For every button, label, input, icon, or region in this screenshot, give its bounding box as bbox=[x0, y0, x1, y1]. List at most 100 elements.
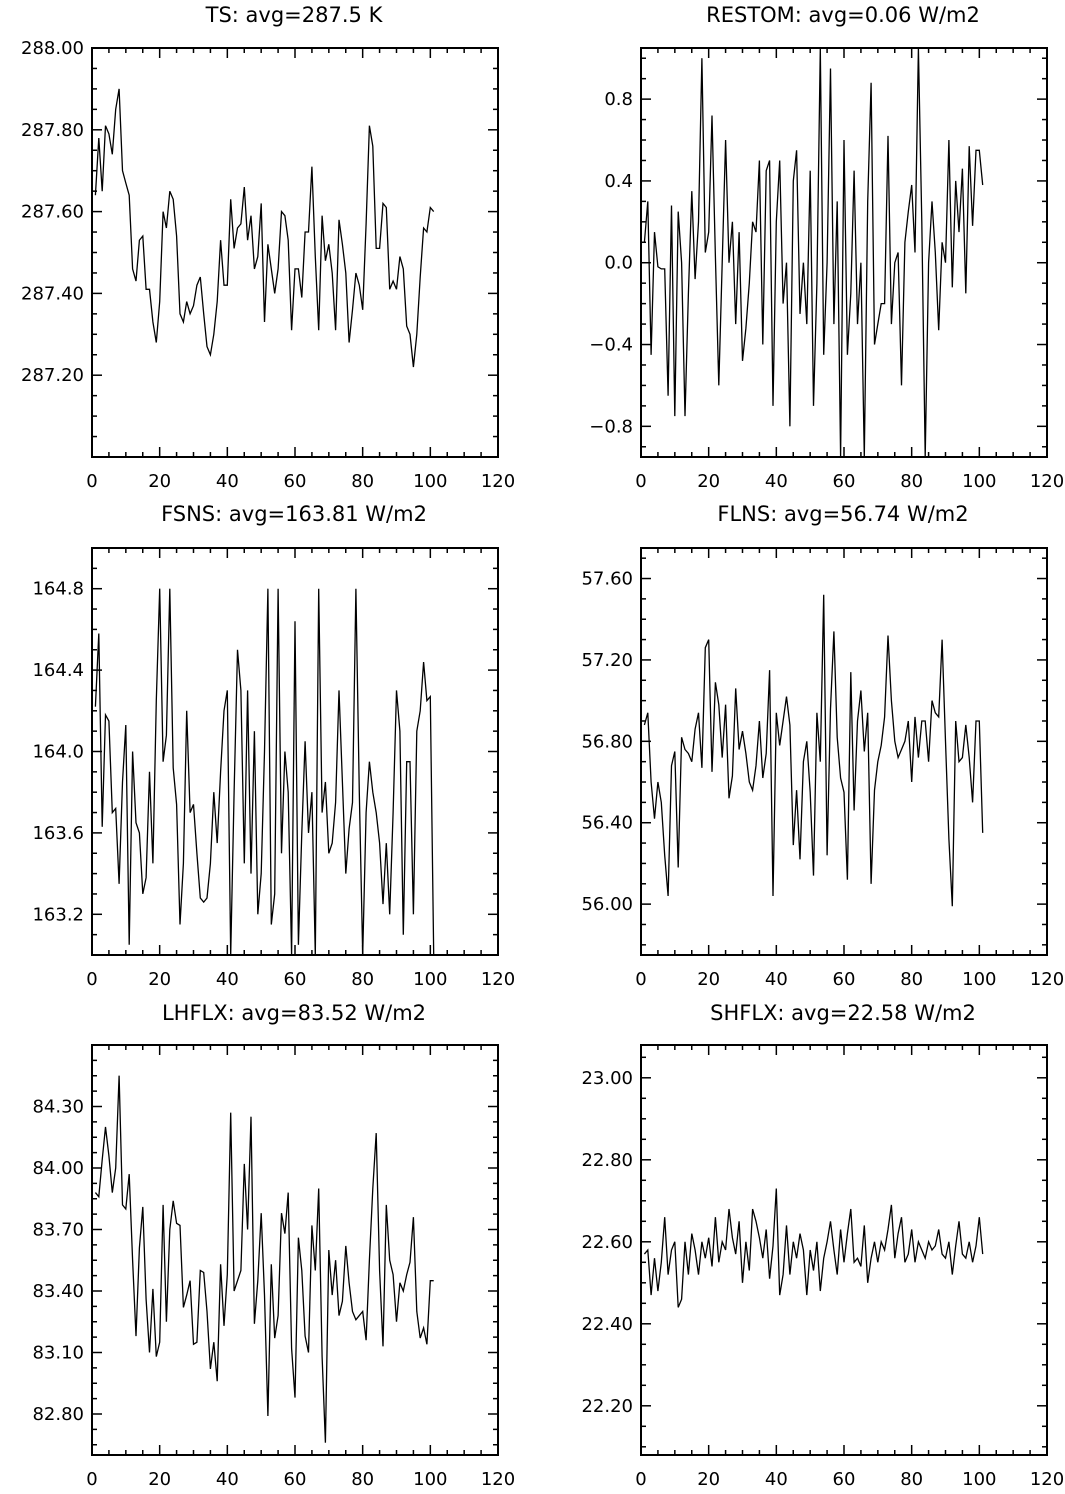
y-tick-label: −0.8 bbox=[589, 416, 633, 437]
x-tick-label: 0 bbox=[635, 471, 646, 492]
x-tick-label: 80 bbox=[900, 969, 923, 990]
y-tick-label: 83.70 bbox=[32, 1220, 84, 1241]
x-tick-label: 60 bbox=[833, 471, 856, 492]
series-line bbox=[643, 48, 984, 457]
panel-title: LHFLX: avg=83.52 W/m2 bbox=[162, 1001, 426, 1025]
y-tick-label: 287.40 bbox=[21, 283, 84, 304]
x-tick-label: 20 bbox=[148, 1469, 171, 1490]
x-tick-label: 80 bbox=[900, 471, 923, 492]
y-tick-label: 57.20 bbox=[581, 650, 633, 671]
panel-title: FLNS: avg=56.74 W/m2 bbox=[717, 502, 968, 526]
y-tick-label: 163.2 bbox=[32, 904, 84, 925]
y-tick-label: 288.00 bbox=[21, 38, 84, 59]
x-tick-label: 120 bbox=[1030, 1469, 1064, 1490]
y-tick-label: 23.00 bbox=[581, 1068, 633, 1089]
y-tick-label: 164.4 bbox=[32, 660, 84, 681]
plot-frame bbox=[91, 47, 499, 458]
x-tick-label: 20 bbox=[697, 471, 720, 492]
y-tick-label: 84.00 bbox=[32, 1158, 84, 1179]
y-tick-label: 22.20 bbox=[581, 1396, 633, 1417]
x-tick-label: 120 bbox=[481, 471, 515, 492]
panel-fsns: FSNS: avg=163.81 W/m2 0 20 40 60 80 100 120 163… bbox=[32, 502, 515, 990]
plot-frame bbox=[640, 1044, 1048, 1456]
x-tick-label: 100 bbox=[413, 969, 447, 990]
plot-area: 0 20 40 60 80 100 120 82.80 83.10 83.40 83.70 84.00… bbox=[32, 1044, 515, 1490]
y-tick-label: 56.80 bbox=[581, 731, 633, 752]
y-tick-label: 22.40 bbox=[581, 1314, 633, 1335]
y-tick-label: 22.80 bbox=[581, 1150, 633, 1171]
y-tick-label: 287.20 bbox=[21, 365, 84, 386]
plot-area: 0 20 40 60 80 100 120 163.2 163.6 164.0 164.4 164.8 bbox=[32, 547, 515, 990]
x-tick-label: 80 bbox=[351, 969, 374, 990]
panel-restom: RESTOM: avg=0.06 W/m2 0 20 40 60 80 100 120 −0.… bbox=[589, 3, 1064, 492]
x-tick-label: 120 bbox=[1030, 471, 1064, 492]
plot-area: 0 20 40 60 80 100 120 −0.8 −0.4 0.0 0.4 0.8 bbox=[589, 47, 1064, 492]
x-tick-label: 0 bbox=[86, 1469, 97, 1490]
x-tick-label: 60 bbox=[284, 1469, 307, 1490]
x-tick-label: 60 bbox=[833, 969, 856, 990]
x-tick-label: 40 bbox=[216, 471, 239, 492]
y-tick-label: 0.0 bbox=[604, 253, 633, 274]
y-tick-label: 57.60 bbox=[581, 569, 633, 590]
x-tick-label: 0 bbox=[635, 1469, 646, 1490]
x-tick-label: 100 bbox=[962, 969, 996, 990]
x-tick-label: 40 bbox=[765, 969, 788, 990]
x-tick-label: 100 bbox=[413, 1469, 447, 1490]
x-tick-label: 80 bbox=[900, 1469, 923, 1490]
x-tick-label: 20 bbox=[148, 969, 171, 990]
panel-title: FSNS: avg=163.81 W/m2 bbox=[161, 502, 427, 526]
x-tick-label: 120 bbox=[481, 1469, 515, 1490]
panel-lhflx: LHFLX: avg=83.52 W/m2 0 20 40 60 80 100 120 82.… bbox=[32, 1001, 515, 1490]
x-tick-label: 40 bbox=[216, 969, 239, 990]
y-tick-label: 287.80 bbox=[21, 120, 84, 141]
x-tick-label: 0 bbox=[86, 471, 97, 492]
x-tick-label: 80 bbox=[351, 1469, 374, 1490]
x-tick-label: 60 bbox=[833, 1469, 856, 1490]
panel-title: TS: avg=287.5 K bbox=[205, 3, 384, 27]
x-tick-label: 60 bbox=[284, 969, 307, 990]
x-tick-label: 0 bbox=[635, 969, 646, 990]
y-tick-label: 56.40 bbox=[581, 813, 633, 834]
plot-area: 0 20 40 60 80 100 120 287.20 287.40 287.60 287.80 2… bbox=[21, 38, 515, 492]
x-tick-label: 0 bbox=[86, 969, 97, 990]
series-line bbox=[94, 588, 435, 955]
series-line bbox=[643, 1188, 984, 1308]
y-tick-label: 0.8 bbox=[604, 89, 633, 110]
y-tick-label: 163.6 bbox=[32, 823, 84, 844]
y-tick-label: 83.40 bbox=[32, 1281, 84, 1302]
x-tick-label: 100 bbox=[962, 471, 996, 492]
y-tick-label: 82.80 bbox=[32, 1404, 84, 1425]
plot-area: 0 20 40 60 80 100 120 56.00 56.40 56.80 57.20 57.60 bbox=[581, 547, 1064, 990]
x-tick-label: 40 bbox=[765, 1469, 788, 1490]
x-tick-label: 60 bbox=[284, 471, 307, 492]
x-tick-label: 120 bbox=[1030, 969, 1064, 990]
y-tick-label: 83.10 bbox=[32, 1343, 84, 1364]
series-line bbox=[94, 1075, 434, 1443]
plot-frame bbox=[91, 547, 499, 956]
y-tick-label: 0.4 bbox=[604, 171, 633, 192]
x-tick-label: 20 bbox=[697, 969, 720, 990]
panel-ts: TS: avg=287.5 K 0 20 40 60 80 100 120 287.20 287… bbox=[21, 3, 515, 492]
plot-frame bbox=[640, 47, 1048, 458]
y-tick-label: 287.60 bbox=[21, 202, 84, 223]
panel-title: RESTOM: avg=0.06 W/m2 bbox=[706, 3, 980, 27]
x-tick-label: 80 bbox=[351, 471, 374, 492]
panel-shflx: SHFLX: avg=22.58 W/m2 0 20 40 60 80 100 120 22.… bbox=[581, 1001, 1064, 1490]
plot-area: 0 20 40 60 80 100 120 22.20 22.40 22.60 22.80 23.00 bbox=[581, 1044, 1064, 1490]
x-tick-label: 100 bbox=[413, 471, 447, 492]
x-tick-label: 100 bbox=[962, 1469, 996, 1490]
panel-title: SHFLX: avg=22.58 W/m2 bbox=[710, 1001, 976, 1025]
series-line bbox=[94, 88, 435, 368]
y-tick-label: 164.0 bbox=[32, 742, 84, 763]
y-tick-label: 56.00 bbox=[581, 894, 633, 915]
y-tick-label: −0.4 bbox=[589, 335, 633, 356]
x-tick-label: 20 bbox=[148, 471, 171, 492]
x-tick-label: 120 bbox=[481, 969, 515, 990]
y-tick-label: 22.60 bbox=[581, 1232, 633, 1253]
y-tick-label: 164.8 bbox=[32, 579, 84, 600]
y-tick-label: 84.30 bbox=[32, 1097, 84, 1118]
panel-flns: FLNS: avg=56.74 W/m2 0 20 40 60 80 100 120 56.0… bbox=[581, 502, 1064, 990]
x-tick-label: 40 bbox=[216, 1469, 239, 1490]
series-line bbox=[643, 594, 984, 907]
